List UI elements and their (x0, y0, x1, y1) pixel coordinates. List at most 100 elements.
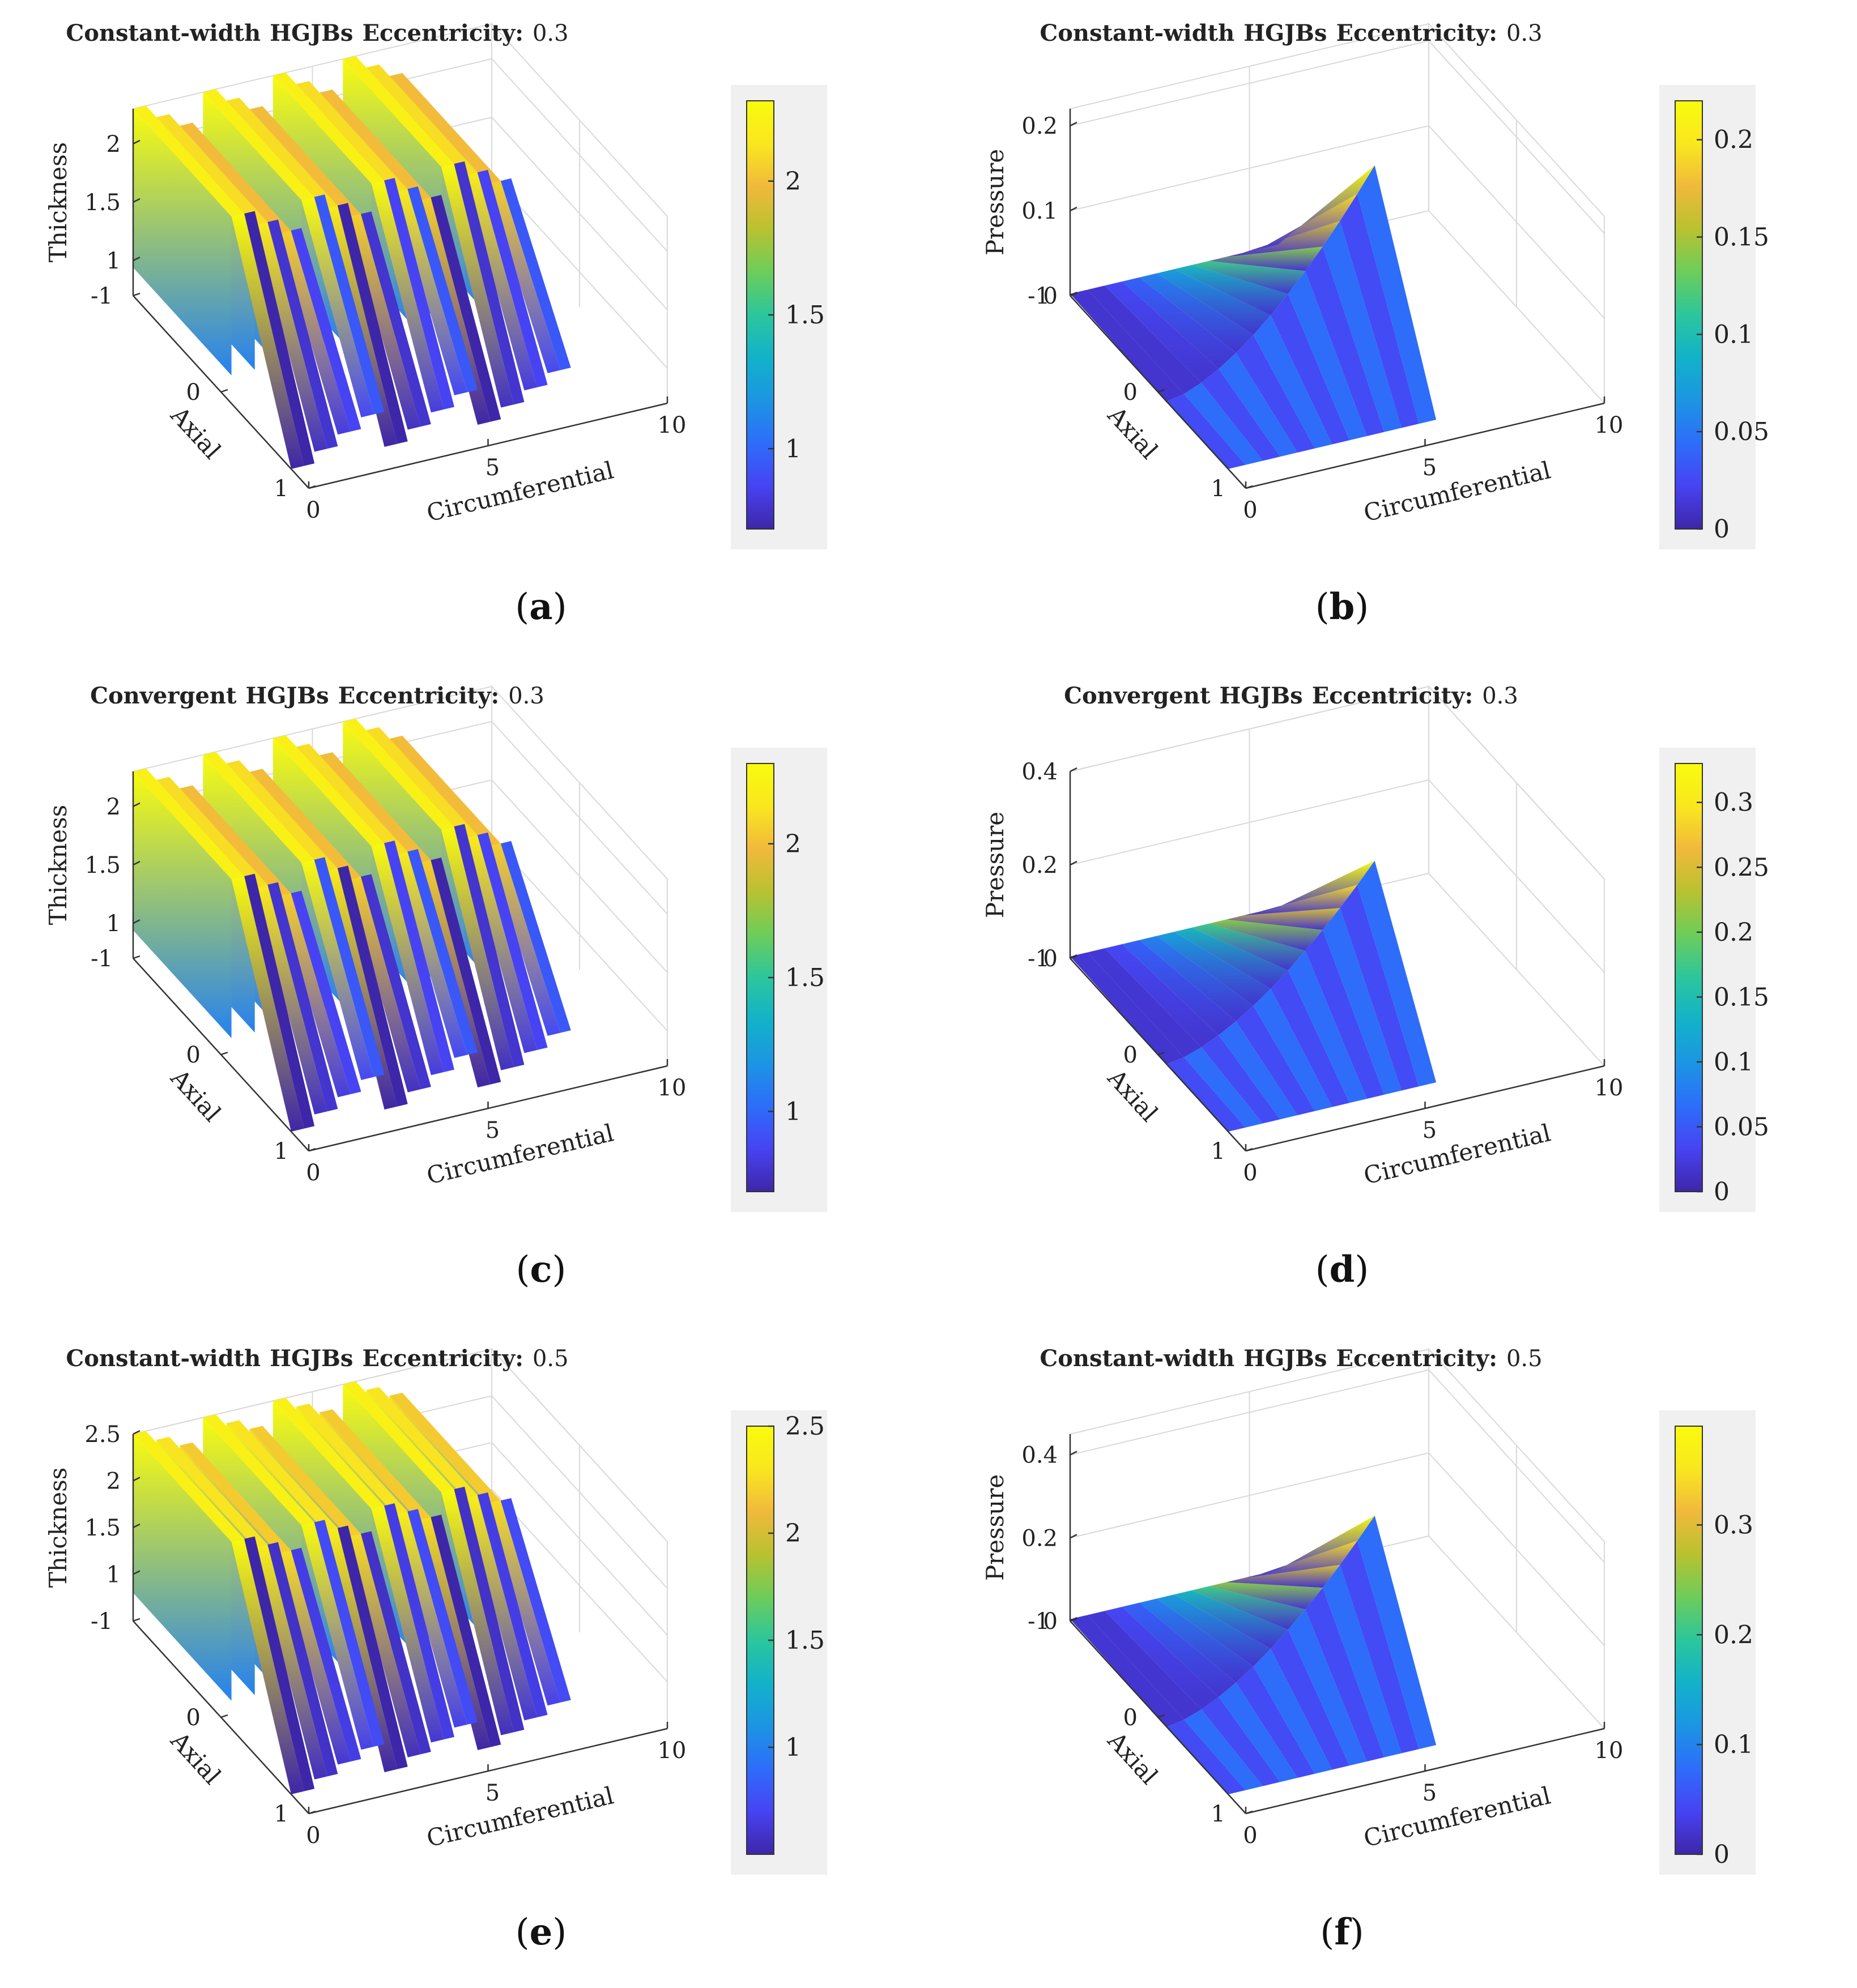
ridge-top (203, 752, 314, 863)
groove-face (278, 893, 351, 1098)
colorbar-tick-label: 1.5 (785, 301, 825, 330)
y-tick-label: 0 (186, 1705, 201, 1731)
groove-face (454, 161, 525, 405)
pressure-sheet (1226, 908, 1340, 930)
z-tick-mark (133, 802, 140, 807)
pressure-sheet (1156, 932, 1271, 1006)
title-part: Constant-width (66, 20, 261, 46)
y-tick-label: 1 (274, 476, 288, 502)
title-part: 0.3 (1506, 20, 1543, 46)
z-tick-mark (1070, 767, 1077, 773)
z-tick-mark (133, 1477, 140, 1482)
y-tick-label: -1 (1028, 283, 1050, 309)
groove-face (348, 214, 421, 430)
ridge-top (156, 777, 268, 888)
pressure-drop (1236, 1005, 1315, 1115)
x-tick-label: 0 (306, 1823, 320, 1849)
colorbar-tick-label: 0.05 (1714, 1112, 1769, 1141)
groove-face (371, 180, 444, 413)
colorbar-tick-label: 2 (785, 167, 801, 196)
caption-close: ) (552, 1249, 566, 1291)
ridge-side (133, 771, 232, 1038)
y-tick-mark (220, 1714, 228, 1718)
groove-face (231, 214, 304, 469)
y-tick-label: 0 (1123, 1705, 1138, 1731)
z-tick-label: 0.2 (1021, 113, 1058, 139)
z-tick-label: 1 (107, 911, 121, 937)
title-part: Constant-width (1040, 1345, 1234, 1372)
colorbar-tick-label: 0.2 (1714, 1620, 1753, 1649)
pressure-drop (1201, 369, 1280, 461)
pressure-drop (1166, 394, 1246, 469)
pressure-sheet (1105, 281, 1219, 383)
pressure-drop (1288, 1609, 1367, 1766)
groove-face (244, 211, 315, 466)
y-tick-label: -1 (91, 1609, 113, 1635)
y-axis-label: Axial (1102, 1726, 1163, 1790)
title-part: HGJBs (1243, 1345, 1327, 1372)
z-tick-label: 0.2 (1021, 852, 1058, 878)
caption-letter: d (1330, 1248, 1355, 1291)
pressure-sheet (1087, 948, 1202, 1057)
z-tick-label: 1 (107, 1562, 121, 1588)
groove-face (407, 1509, 478, 1725)
pressure-drop (1253, 1649, 1332, 1774)
z-tick-label: 0.1 (1021, 198, 1058, 224)
grid-line-z (1070, 685, 1605, 880)
pressure-sheet (1070, 1615, 1185, 1727)
z-tick-mark (133, 860, 140, 866)
title-part: Constant-width (66, 1345, 261, 1372)
panel-b: 0 5 10 -1 0 1 0 0.1 0.2 Circumferential Axial Press… (928, 0, 1857, 663)
chart-title: Constant-width HGJBs Eccentricity: 0.3 (66, 20, 568, 46)
z-tick-mark (133, 919, 140, 924)
z-tick-mark (133, 198, 140, 203)
z-tick-mark (133, 1430, 140, 1435)
groove-face (500, 178, 571, 370)
ridge-top (180, 122, 291, 234)
ridge-top (226, 97, 338, 209)
ridge-top (156, 114, 268, 225)
groove-face (371, 843, 444, 1076)
pressure-drop (1322, 220, 1402, 432)
groove-face (488, 843, 561, 1036)
panel-a: 0 5 10 -1 0 1 1 1.5 2 Circumferential Axial Thickne… (0, 0, 928, 663)
z-tick-label: 0 (1044, 1609, 1058, 1635)
panel-caption: (f) (1320, 1911, 1364, 1953)
plot-e: 0510-10111.522.5CircumferentialAxialThic… (44, 1345, 827, 1953)
caption-letter: a (529, 586, 552, 628)
caption-open: ( (1315, 586, 1330, 628)
z-tick-mark (1070, 1534, 1077, 1539)
y-tick-mark (1157, 389, 1165, 393)
z-axis-label: Pressure (981, 1474, 1009, 1581)
pressure-sheet (1243, 885, 1358, 916)
ridge-top (133, 768, 245, 880)
colorbar-background (1659, 85, 1756, 549)
groove-face (337, 1525, 408, 1769)
groove-face (394, 851, 467, 1058)
groove-face (348, 1533, 421, 1757)
x-axis-label: Circumferential (424, 456, 616, 527)
plot-c: 0510-10111.52CircumferentialAxialThickne… (44, 682, 827, 1291)
groove-face (454, 824, 525, 1068)
z-tick-label: 2 (107, 131, 121, 157)
pressure-drop (1166, 1057, 1246, 1132)
y-tick-label: 1 (1211, 1138, 1225, 1164)
x-tick-label: 10 (658, 412, 687, 438)
title-part: 0.3 (533, 20, 569, 46)
caption-open: ( (1315, 1249, 1330, 1291)
ridge-top (272, 72, 385, 184)
pressure-sheet (1070, 952, 1185, 1064)
groove-face (278, 231, 351, 435)
caption-open: ( (515, 586, 529, 628)
colorbar-tick-label: 1.5 (785, 963, 825, 992)
pressure-drop (1340, 1541, 1419, 1754)
z-tick-mark (133, 257, 140, 262)
z-tick-mark (1070, 1451, 1077, 1456)
plot-d: 0510-10100.20.4CircumferentialAxialPress… (981, 682, 1769, 1291)
x-tick-label: 10 (1595, 412, 1624, 438)
y-tick-label: 1 (274, 1138, 288, 1164)
groove-face (291, 890, 361, 1094)
groove-face (267, 882, 338, 1112)
y-tick-mark (220, 1051, 228, 1056)
